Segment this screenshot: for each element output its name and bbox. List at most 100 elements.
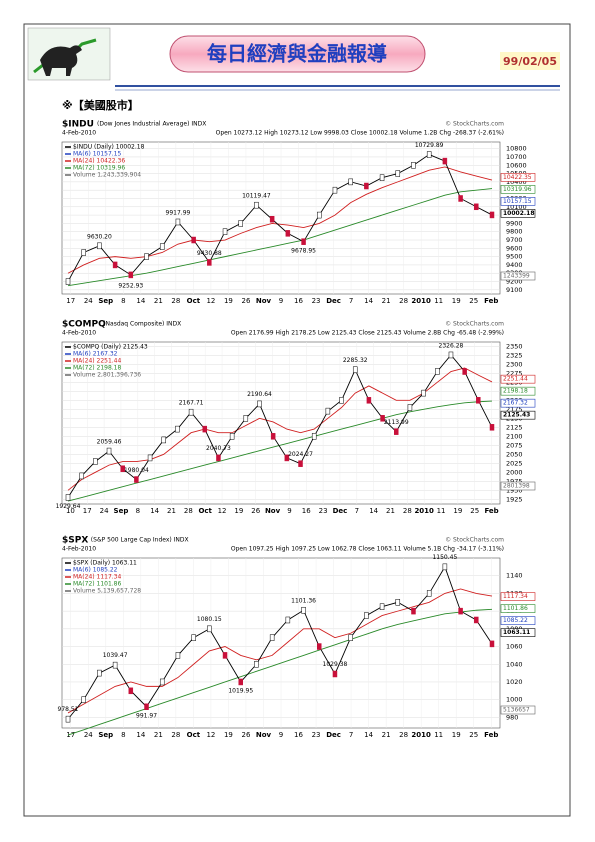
candle bbox=[489, 211, 495, 219]
candle bbox=[379, 174, 385, 181]
y-tick-label: 1000 bbox=[506, 696, 523, 704]
candle bbox=[79, 472, 84, 480]
x-tick-label: 26 bbox=[251, 507, 260, 515]
chart-stats: Open 10273.12 High 10273.12 Low 9998.03 … bbox=[216, 130, 504, 137]
candle bbox=[364, 612, 369, 619]
annotation: 2285.32 bbox=[343, 357, 368, 364]
candle bbox=[112, 661, 118, 669]
candle bbox=[128, 271, 134, 279]
candle bbox=[421, 389, 426, 397]
x-tick-label: 25 bbox=[469, 297, 478, 305]
date: 99/02/05 bbox=[503, 55, 557, 68]
x-tick-label: Feb bbox=[484, 731, 498, 739]
x-tick-label: 19 bbox=[224, 297, 233, 305]
x-tick-label: 25 bbox=[470, 507, 479, 515]
candle bbox=[435, 368, 440, 375]
x-tick-label: 9 bbox=[287, 507, 291, 515]
x-tick-label: 28 bbox=[399, 297, 408, 305]
legend-entry: Volume 1,243,339,904 bbox=[73, 172, 141, 179]
y-tick-label: 9400 bbox=[506, 261, 523, 269]
x-tick-label: 12 bbox=[218, 507, 227, 515]
candle bbox=[238, 678, 243, 686]
x-tick-label: 28 bbox=[184, 507, 193, 515]
y-tick-label: 2000 bbox=[506, 468, 523, 476]
legend-entry: MA(72) 1101.86 bbox=[73, 581, 121, 588]
y-tick-label: 2025 bbox=[506, 459, 523, 467]
price-tag bbox=[500, 705, 536, 715]
x-tick-label: Oct bbox=[198, 507, 212, 515]
title-pill bbox=[169, 35, 426, 73]
candle bbox=[474, 616, 479, 624]
logo bbox=[27, 27, 111, 81]
x-tick-label: 24 bbox=[84, 731, 93, 739]
annotation: 1150.45 bbox=[432, 554, 457, 561]
candle bbox=[489, 424, 495, 431]
price-tag-label: 2251.44 bbox=[503, 376, 528, 383]
section-heading: ※【美國股市】 bbox=[62, 98, 139, 112]
candle bbox=[97, 669, 102, 677]
x-tick-label: 2010 bbox=[411, 297, 431, 305]
price-tag bbox=[500, 173, 536, 182]
candle bbox=[458, 607, 463, 615]
x-tick-label: Dec bbox=[326, 731, 341, 739]
x-tick-label: Feb bbox=[484, 297, 498, 305]
candle bbox=[106, 447, 112, 455]
candle bbox=[462, 368, 467, 375]
price-tag-label: 10319.96 bbox=[503, 186, 532, 193]
candle bbox=[474, 203, 479, 211]
x-tick-label: 19 bbox=[453, 507, 462, 515]
price-tag-label: 2125.43 bbox=[503, 412, 530, 419]
price-line bbox=[67, 565, 493, 720]
x-tick-label: Feb bbox=[484, 507, 498, 515]
chart-date: 4-Feb-2010 bbox=[62, 130, 96, 137]
annotation: 2024.27 bbox=[288, 451, 313, 458]
price-tag bbox=[500, 386, 536, 396]
chart-symbol: $INDU bbox=[62, 120, 94, 130]
x-tick-label: 28 bbox=[171, 731, 180, 739]
candle bbox=[411, 607, 416, 615]
candle bbox=[426, 590, 432, 597]
price-tag bbox=[500, 592, 536, 601]
candle bbox=[325, 407, 331, 415]
x-tick-label: 14 bbox=[150, 507, 159, 515]
candle bbox=[207, 625, 212, 633]
price-tag-label: 10157.15 bbox=[503, 198, 532, 205]
candle bbox=[159, 243, 165, 250]
price-tag-label: 5136657 bbox=[503, 707, 530, 714]
candle bbox=[65, 715, 71, 723]
candle bbox=[366, 397, 372, 404]
chart-source: © StockCharts.com bbox=[445, 537, 504, 544]
candle bbox=[379, 603, 385, 610]
x-tick-label: 7 bbox=[349, 731, 353, 739]
legend-entry: Volume 2,801,396,736 bbox=[73, 372, 141, 379]
candle bbox=[339, 397, 344, 404]
price-line bbox=[67, 188, 493, 287]
x-tick-label: Nov bbox=[256, 297, 272, 305]
y-tick-label: 9800 bbox=[506, 228, 523, 236]
x-tick-label: 17 bbox=[83, 507, 92, 515]
candle bbox=[380, 415, 385, 422]
candle bbox=[175, 425, 180, 433]
candle bbox=[222, 652, 228, 659]
candle bbox=[144, 703, 149, 710]
y-tick-label: 2275 bbox=[506, 369, 523, 377]
candle bbox=[161, 436, 166, 444]
price-tag-label: 1101.86 bbox=[503, 605, 528, 612]
x-tick-label: 21 bbox=[167, 507, 176, 515]
candle bbox=[269, 215, 275, 223]
chart-name: (Nasdaq Composite) INDX bbox=[103, 321, 181, 328]
x-tick-label: 28 bbox=[399, 731, 408, 739]
annotation: 2059.46 bbox=[97, 438, 122, 445]
x-tick-label: 16 bbox=[302, 507, 311, 515]
candle bbox=[175, 218, 181, 226]
x-tick-label: Oct bbox=[187, 731, 201, 739]
annotation: 10119.47 bbox=[242, 193, 271, 200]
y-tick-label: 9500 bbox=[506, 253, 523, 261]
y-tick-label: 2325 bbox=[506, 351, 523, 359]
candle bbox=[348, 634, 353, 641]
candle bbox=[254, 661, 259, 668]
chart-date: 4-Feb-2010 bbox=[62, 330, 96, 337]
x-tick-label: 14 bbox=[136, 297, 145, 305]
y-tick-label: 2300 bbox=[506, 360, 523, 368]
